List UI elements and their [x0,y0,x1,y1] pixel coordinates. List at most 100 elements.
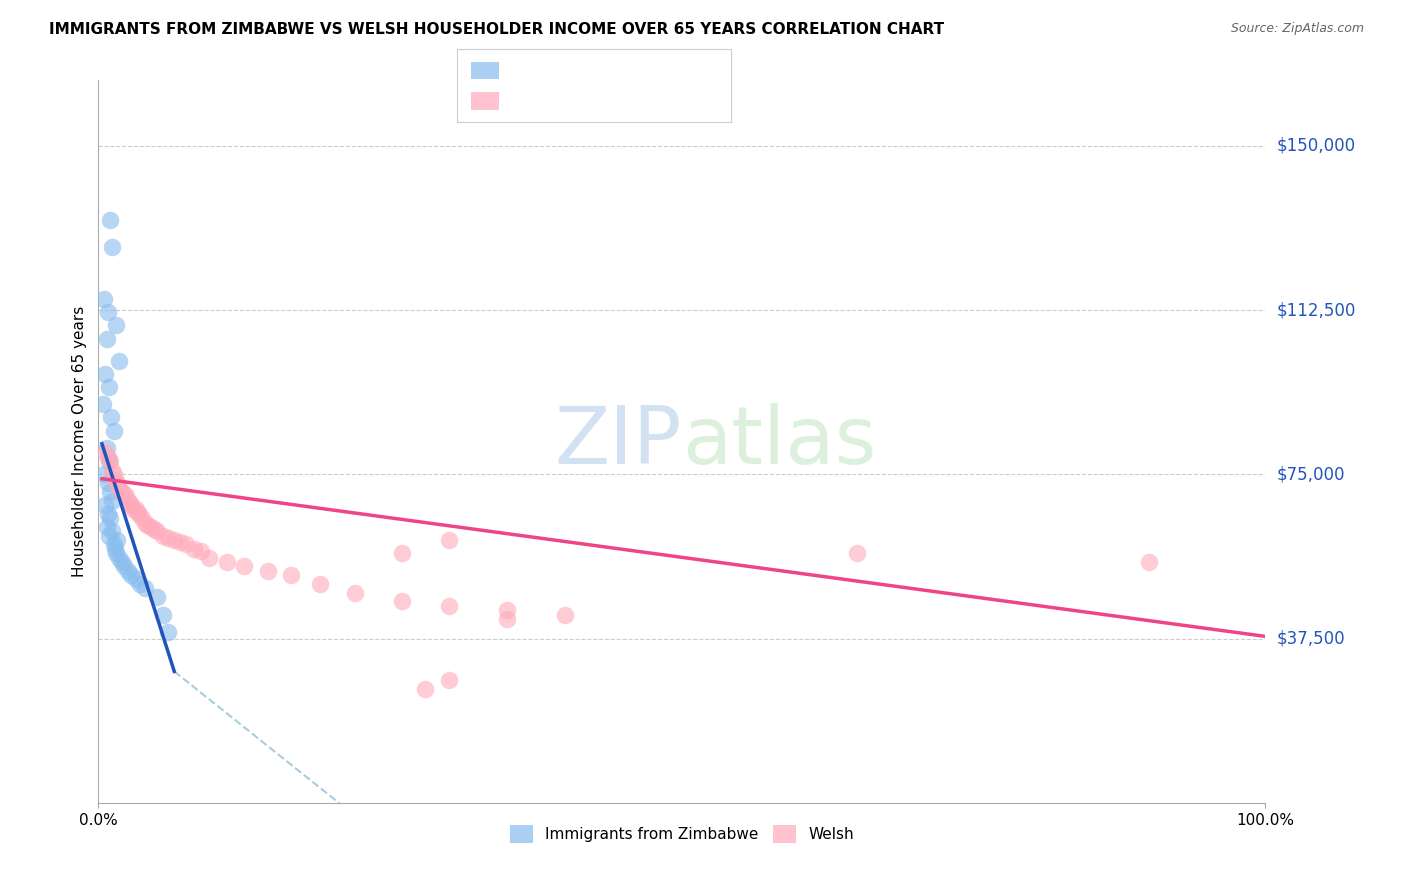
Point [96,520,118,534]
Point [437,673,460,688]
Point [169,535,191,549]
Point [280,568,302,582]
Point [157,531,180,545]
Point [108,353,131,368]
Text: 49: 49 [631,94,652,108]
Point [96,332,118,346]
Point [105,533,128,547]
Point [93,292,115,306]
Point [96,441,118,455]
Point [98,511,121,525]
Point [190,544,212,558]
Point [146,524,169,539]
Text: $150,000: $150,000 [1277,137,1355,155]
Point [118,496,141,510]
Point [134,581,156,595]
Point [103,424,125,438]
Point [112,487,135,501]
Point [1137,555,1160,569]
Point [122,502,145,516]
Point [98,454,121,468]
Text: IMMIGRANTS FROM ZIMBABWE VS WELSH HOUSEHOLDER INCOME OVER 65 YEARS CORRELATION C: IMMIGRANTS FROM ZIMBABWE VS WELSH HOUSEH… [49,22,945,37]
Point [100,410,122,425]
Point [117,493,139,508]
Point [117,564,139,578]
Point [437,533,460,547]
Point [129,577,152,591]
Point [91,397,114,411]
Point [136,517,159,532]
Point [391,594,413,608]
Point [97,454,120,468]
Point [233,559,256,574]
Point [125,573,148,587]
Point [101,240,124,254]
Text: atlas: atlas [682,402,876,481]
Point [125,505,148,519]
Point [183,541,205,556]
Point [256,564,278,578]
Point [97,450,120,464]
Point [94,445,117,459]
Text: ZIP: ZIP [554,402,682,481]
Point [98,484,121,499]
Point [101,493,124,508]
Point [309,577,332,591]
Point [128,507,150,521]
Point [496,612,519,626]
Point [104,318,127,333]
Point [97,529,120,543]
Point [143,522,166,536]
Point [152,607,174,622]
Point [97,380,120,394]
Point [174,537,197,551]
Point [846,546,869,560]
Text: N =: N = [606,94,640,108]
Legend: Immigrants from Zimbabwe, Welsh: Immigrants from Zimbabwe, Welsh [503,819,860,849]
Point [125,502,148,516]
Point [93,467,115,482]
Point [134,516,156,530]
Point [437,599,460,613]
Point [120,498,142,512]
Point [97,507,120,521]
Point [215,555,238,569]
Text: 39: 39 [631,63,652,78]
Text: R =: R = [508,94,541,108]
Point [554,607,576,622]
Point [97,305,120,319]
Point [111,555,134,569]
Y-axis label: Householder Income Over 65 years: Householder Income Over 65 years [72,306,87,577]
Point [103,467,125,482]
Text: -0.255: -0.255 [534,94,589,108]
Point [120,568,142,582]
Point [344,585,367,599]
Point [97,476,120,491]
Point [101,524,124,539]
Point [115,489,138,503]
Point [496,603,519,617]
Point [413,681,436,696]
Point [103,537,125,551]
Point [104,546,127,560]
Point [104,541,127,556]
Point [131,511,153,525]
Text: R =: R = [508,63,541,78]
Point [98,213,121,227]
Text: $112,500: $112,500 [1277,301,1355,319]
Point [139,520,162,534]
Point [108,550,131,565]
Text: $75,000: $75,000 [1277,466,1346,483]
Point [94,367,117,381]
Point [391,546,413,560]
Text: N =: N = [606,63,640,78]
Point [94,498,117,512]
Point [163,533,186,547]
Point [198,550,221,565]
Text: Source: ZipAtlas.com: Source: ZipAtlas.com [1230,22,1364,36]
Point [152,529,174,543]
Point [105,476,128,491]
Point [104,472,127,486]
Text: -0.257: -0.257 [534,63,589,78]
Point [111,484,134,499]
